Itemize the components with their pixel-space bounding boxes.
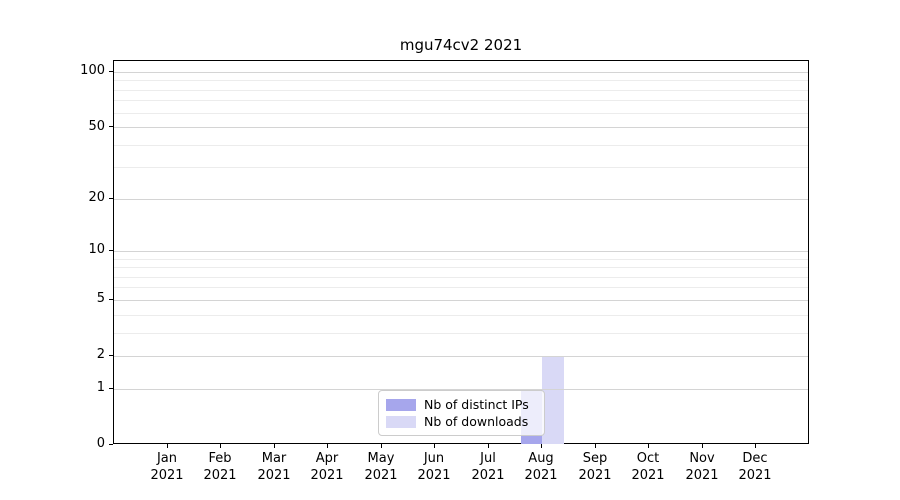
x-tick-label: Aug 2021 [524, 451, 558, 483]
bar-downloads [542, 355, 564, 445]
gridline-y-30 [114, 167, 808, 169]
gridline-y-70 [114, 100, 808, 102]
x-tick-mark [220, 444, 221, 448]
y-tick-mark [109, 250, 113, 251]
gridline-y-10 [114, 251, 808, 252]
y-tick-mark [109, 444, 113, 445]
gridline-y-5 [114, 299, 808, 301]
gridline-y-8 [114, 267, 808, 269]
legend-swatch-downloads [386, 416, 416, 428]
x-tick-mark [434, 444, 435, 448]
gridline-y-90 [114, 80, 808, 82]
gridline-y-20 [114, 198, 808, 200]
y-tick-label: 0 [96, 436, 105, 451]
gridline-y-3 [114, 332, 808, 334]
gridline-y-1 [114, 388, 808, 390]
gridline-y-4 [114, 314, 808, 316]
gridline-y-50 [114, 127, 808, 129]
legend: Nb of distinct IPs Nb of downloads [378, 390, 545, 436]
gridline-y-9 [114, 258, 808, 260]
x-tick-mark [702, 444, 703, 448]
x-tick-mark [167, 444, 168, 448]
x-tick-label: Oct 2021 [631, 451, 665, 483]
x-tick-mark [327, 444, 328, 448]
legend-label-downloads: Nb of downloads [424, 414, 529, 429]
gridline-y-7 [114, 276, 808, 278]
x-tick-label: May 2021 [364, 451, 398, 483]
x-tick-mark [648, 444, 649, 448]
x-tick-label: Jun 2021 [417, 451, 451, 483]
gridline-y-2 [114, 355, 808, 357]
gridline-y-40 [114, 144, 808, 146]
x-tick-mark [755, 444, 756, 448]
x-tick-mark [381, 444, 382, 448]
x-tick-mark [595, 444, 596, 448]
x-tick-label: Feb 2021 [203, 451, 237, 483]
gridline-y-6 [114, 287, 808, 289]
gridline-y-60 [114, 112, 808, 114]
legend-swatch-distinct-ips [386, 399, 416, 411]
y-tick-mark [109, 198, 113, 199]
y-tick-label: 20 [88, 190, 105, 205]
x-tick-label: Sep 2021 [578, 451, 612, 483]
legend-entry-downloads: Nb of downloads [386, 414, 536, 430]
grid-layer [114, 61, 808, 443]
x-tick-label: Nov 2021 [685, 451, 719, 483]
x-tick-label: Jan 2021 [150, 451, 184, 483]
y-tick-mark [109, 71, 113, 72]
y-tick-label: 1 [96, 380, 105, 395]
x-tick-mark [488, 444, 489, 448]
x-tick-mark [274, 444, 275, 448]
x-tick-label: Apr 2021 [310, 451, 344, 483]
legend-label-distinct-ips: Nb of distinct IPs [424, 397, 529, 412]
gridline-y-100 [114, 72, 808, 73]
x-tick-mark [541, 444, 542, 448]
y-tick-label: 2 [96, 347, 105, 362]
chart-title: mgu74cv2 2021 [399, 36, 523, 54]
y-tick-label: 10 [88, 242, 105, 257]
x-tick-label: Jul 2021 [471, 451, 505, 483]
y-tick-label: 50 [88, 119, 105, 134]
x-tick-label: Dec 2021 [738, 451, 772, 483]
y-tick-mark [109, 355, 113, 356]
legend-entry-distinct-ips: Nb of distinct IPs [386, 397, 536, 413]
x-tick-label: Mar 2021 [257, 451, 291, 483]
y-tick-mark [109, 388, 113, 389]
gridline-y-80 [114, 89, 808, 91]
plot-area [113, 60, 809, 445]
y-tick-label: 100 [80, 63, 105, 78]
y-tick-label: 5 [96, 291, 105, 306]
y-tick-mark [109, 299, 113, 300]
y-tick-mark [109, 126, 113, 127]
